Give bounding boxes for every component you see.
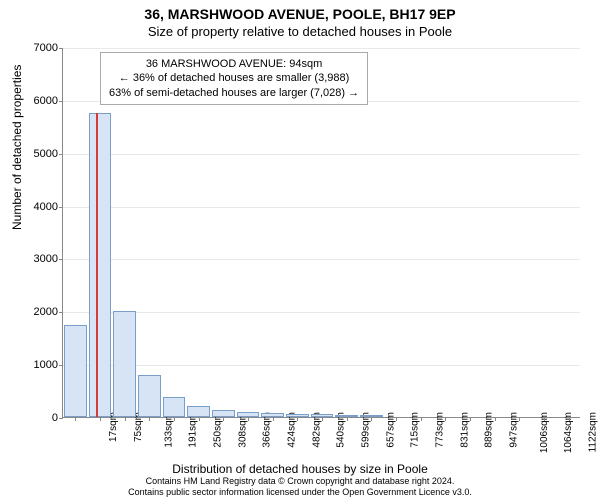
callout-box: 36 MARSHWOOD AVENUE: 94sqm ← 36% of deta… [100, 52, 368, 105]
x-tick [100, 417, 101, 421]
y-tick-label: 0 [18, 412, 58, 424]
x-axis-label: Distribution of detached houses by size … [0, 462, 600, 476]
x-tick-label: 599sqm [361, 412, 372, 448]
y-tick [59, 207, 63, 208]
y-tick-label: 2000 [18, 306, 58, 318]
x-tick-label: 947sqm [509, 412, 520, 448]
x-tick [223, 417, 224, 421]
y-tick [59, 101, 63, 102]
histogram-bar [64, 325, 87, 418]
x-tick-label: 424sqm [287, 412, 298, 448]
callout-line-2: ← 36% of detached houses are smaller (3,… [109, 71, 359, 85]
chart-title-main: 36, MARSHWOOD AVENUE, POOLE, BH17 9EP [0, 0, 600, 22]
gridline [63, 312, 580, 313]
x-tick [199, 417, 200, 421]
x-tick [495, 417, 496, 421]
y-tick [59, 48, 63, 49]
x-tick [470, 417, 471, 421]
y-tick [59, 365, 63, 366]
y-tick-label: 7000 [18, 42, 58, 54]
x-tick [569, 417, 570, 421]
x-tick [149, 417, 150, 421]
histogram-bar [212, 410, 235, 417]
histogram-bar [187, 406, 210, 417]
x-tick [519, 417, 520, 421]
x-tick [371, 417, 372, 421]
y-tick-label: 3000 [18, 253, 58, 265]
x-tick [125, 417, 126, 421]
x-tick [347, 417, 348, 421]
y-tick-label: 6000 [18, 95, 58, 107]
footer-line-1: Contains HM Land Registry data © Crown c… [0, 476, 600, 487]
x-tick [75, 417, 76, 421]
y-tick [59, 312, 63, 313]
histogram-bar [89, 113, 112, 417]
x-tick-label: 540sqm [336, 412, 347, 448]
y-tick-label: 5000 [18, 148, 58, 160]
gridline [63, 48, 580, 49]
x-tick-label: 1122sqm [587, 412, 598, 452]
histogram-bar [113, 311, 136, 417]
histogram-bar [163, 397, 186, 417]
x-tick-label: 191sqm [188, 412, 199, 448]
footer-attribution: Contains HM Land Registry data © Crown c… [0, 476, 600, 498]
y-tick [59, 259, 63, 260]
chart-title-sub: Size of property relative to detached ho… [0, 22, 600, 43]
x-tick-label: 308sqm [237, 412, 248, 448]
x-tick [322, 417, 323, 421]
x-tick [297, 417, 298, 421]
gridline [63, 154, 580, 155]
x-tick [421, 417, 422, 421]
x-tick [445, 417, 446, 421]
property-marker-line [96, 113, 98, 417]
gridline [63, 365, 580, 366]
y-tick [59, 154, 63, 155]
callout-line-3: 63% of semi-detached houses are larger (… [109, 86, 359, 100]
callout-line-1: 36 MARSHWOOD AVENUE: 94sqm [109, 57, 359, 71]
x-tick-label: 715sqm [410, 412, 421, 448]
footer-line-2: Contains public sector information licen… [0, 487, 600, 498]
x-tick-label: 366sqm [262, 412, 273, 448]
x-tick [174, 417, 175, 421]
x-tick-label: 657sqm [385, 412, 396, 448]
x-tick [248, 417, 249, 421]
x-tick-label: 482sqm [311, 412, 322, 448]
x-tick-label: 831sqm [459, 412, 470, 448]
gridline [63, 207, 580, 208]
y-tick-label: 1000 [18, 359, 58, 371]
x-tick [544, 417, 545, 421]
x-tick [396, 417, 397, 421]
y-tick-label: 4000 [18, 201, 58, 213]
x-tick-label: 250sqm [213, 412, 224, 448]
x-tick-label: 133sqm [163, 412, 174, 448]
x-tick-label: 889sqm [484, 412, 495, 448]
gridline [63, 259, 580, 260]
y-tick [59, 418, 63, 419]
x-tick [273, 417, 274, 421]
histogram-bar [138, 375, 161, 417]
x-tick-label: 773sqm [435, 412, 446, 448]
